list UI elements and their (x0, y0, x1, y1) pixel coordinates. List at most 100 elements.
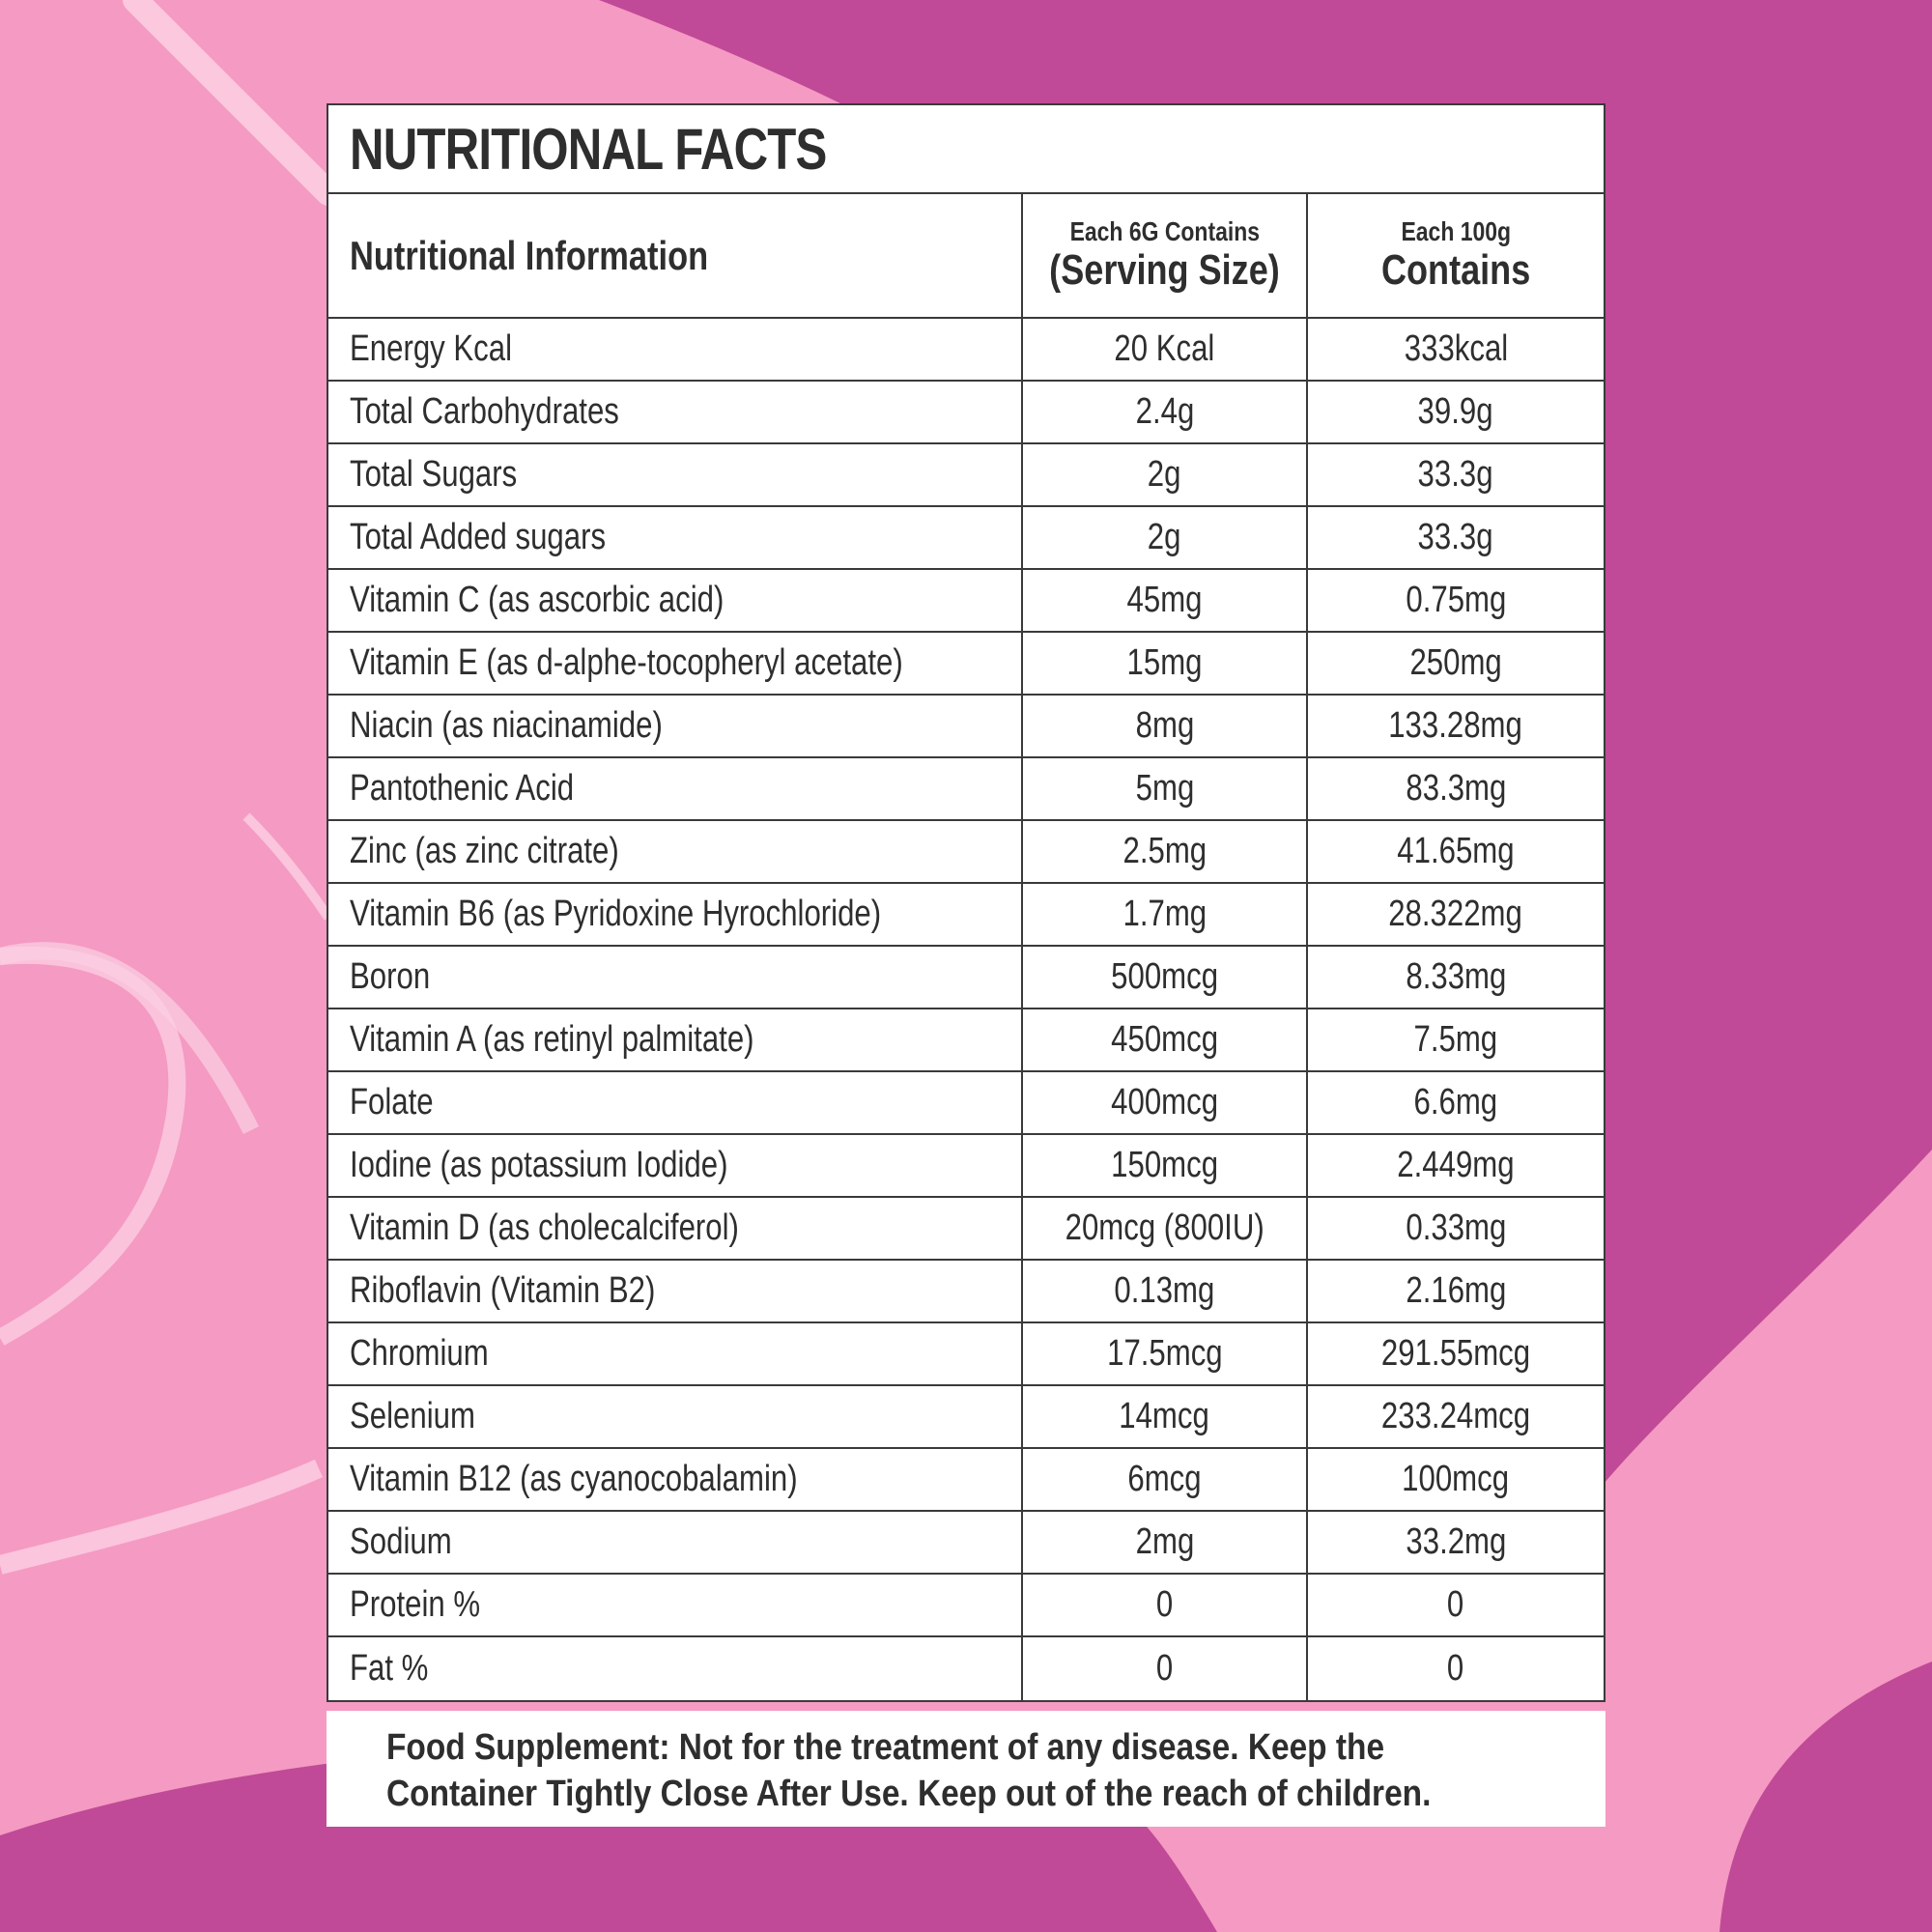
serving-value-text: 500mcg (1111, 956, 1218, 997)
per100g-value-text: 7.5mg (1413, 1019, 1498, 1060)
per100g-value-text: 2.16mg (1406, 1270, 1506, 1311)
per100g-value-text: 100mcg (1402, 1459, 1510, 1499)
nutrient-name: Niacin (as niacinamide) (328, 696, 1023, 758)
per100g-value: 41.65mg (1308, 821, 1604, 884)
nutrient-name-text: Fat % (350, 1648, 429, 1689)
nutrient-name: Folate (328, 1072, 1023, 1135)
nutrient-name-text: Total Added sugars (350, 517, 607, 557)
nutrient-name-text: Niacin (as niacinamide) (350, 705, 663, 746)
per100g-value: 0 (1308, 1575, 1604, 1637)
per100g-value-text: 0.75mg (1406, 580, 1506, 620)
per100g-value-text: 33.3g (1418, 454, 1493, 495)
serving-value: 2g (1023, 507, 1308, 570)
per100g-value-text: 28.322mg (1388, 894, 1523, 934)
nutrient-name: Total Added sugars (328, 507, 1023, 570)
magenta-blob-bottom-right (1719, 1662, 1932, 1932)
serving-value: 8mg (1023, 696, 1308, 758)
nutrient-name: Pantothenic Acid (328, 758, 1023, 821)
nutrient-name: Riboflavin (Vitamin B2) (328, 1261, 1023, 1323)
serving-value-text: 6mcg (1127, 1459, 1202, 1499)
nutrient-name: Energy Kcal (328, 319, 1023, 382)
serving-value: 2.5mg (1023, 821, 1308, 884)
per100g-value: 33.3g (1308, 507, 1604, 570)
serving-value: 2mg (1023, 1512, 1308, 1575)
nutrient-name: Boron (328, 947, 1023, 1009)
per100g-value-text: 8.33mg (1406, 956, 1506, 997)
serving-value-text: 0.13mg (1114, 1270, 1215, 1311)
serving-value: 15mg (1023, 633, 1308, 696)
serving-value-text: 2.5mg (1122, 831, 1207, 871)
serving-value: 14mcg (1023, 1386, 1308, 1449)
header-nutritional-information: Nutritional Information (328, 194, 1023, 319)
nutrient-name: Vitamin B6 (as Pyridoxine Hyrochloride) (328, 884, 1023, 947)
nutrient-name: Vitamin A (as retinyl palmitate) (328, 1009, 1023, 1072)
serving-value-text: 1.7mg (1122, 894, 1207, 934)
nutrient-name-text: Total Sugars (350, 454, 518, 495)
nutrient-name-text: Boron (350, 956, 431, 997)
per100g-value: 233.24mcg (1308, 1386, 1604, 1449)
serving-value: 500mcg (1023, 947, 1308, 1009)
per100g-value-text: 6.6mg (1413, 1082, 1498, 1122)
nutrient-name-text: Vitamin B6 (as Pyridoxine Hyrochloride) (350, 894, 882, 934)
serving-value-text: 8mg (1135, 705, 1194, 746)
serving-value: 450mcg (1023, 1009, 1308, 1072)
disclaimer-line-1: Food Supplement: Not for the treatment o… (386, 1727, 1385, 1768)
nutrient-name: Chromium (328, 1323, 1023, 1386)
per100g-value: 291.55mcg (1308, 1323, 1604, 1386)
per100g-value: 33.3g (1308, 444, 1604, 507)
nutrient-name-text: Vitamin E (as d-alphe-tocopheryl acetate… (350, 642, 903, 683)
nutrient-name: Total Sugars (328, 444, 1023, 507)
nutrient-name-text: Folate (350, 1082, 434, 1122)
per100g-value: 0.75mg (1308, 570, 1604, 633)
per100g-value-text: 133.28mg (1388, 705, 1523, 746)
serving-value-text: 20mcg (800IU) (1065, 1208, 1264, 1248)
nutrient-name-text: Protein % (350, 1584, 481, 1625)
nutrient-name-text: Vitamin C (as ascorbic acid) (350, 580, 724, 620)
swirl-loop (0, 947, 186, 1346)
serving-value-text: 2g (1148, 517, 1181, 557)
per100g-value-text: 233.24mcg (1380, 1396, 1531, 1436)
per100g-value: 33.2mg (1308, 1512, 1604, 1575)
nutrient-name-text: Energy Kcal (350, 328, 513, 369)
header-serving-line1: Each 6G Contains (1069, 215, 1260, 246)
per100g-value-text: 291.55mcg (1380, 1333, 1531, 1374)
per100g-value: 2.449mg (1308, 1135, 1604, 1198)
serving-value: 0 (1023, 1637, 1308, 1700)
nutrient-name: Iodine (as potassium Iodide) (328, 1135, 1023, 1198)
serving-value-text: 2g (1148, 454, 1181, 495)
per100g-value-text: 33.3g (1418, 517, 1493, 557)
supplement-disclaimer: Food Supplement: Not for the treatment o… (327, 1711, 1605, 1827)
nutrient-name: Vitamin C (as ascorbic acid) (328, 570, 1023, 633)
per100g-value: 250mg (1308, 633, 1604, 696)
nutrient-name-text: Pantothenic Acid (350, 768, 575, 809)
per100g-value-text: 41.65mg (1397, 831, 1515, 871)
nutrient-name: Vitamin E (as d-alphe-tocopheryl acetate… (328, 633, 1023, 696)
nutrient-name: Protein % (328, 1575, 1023, 1637)
nutrient-name: Selenium (328, 1386, 1023, 1449)
per100g-value: 2.16mg (1308, 1261, 1604, 1323)
swirl-bottom-left (0, 1459, 324, 1575)
swirl-small (242, 812, 333, 921)
per100g-value: 83.3mg (1308, 758, 1604, 821)
per100g-value: 39.9g (1308, 382, 1604, 444)
per100g-value: 7.5mg (1308, 1009, 1604, 1072)
swirl-top (123, 0, 341, 206)
per100g-value: 133.28mg (1308, 696, 1604, 758)
serving-value: 45mg (1023, 570, 1308, 633)
header-per100-line2: Contains (1380, 245, 1531, 294)
serving-value: 6mcg (1023, 1449, 1308, 1512)
nutrient-name-text: Sodium (350, 1521, 452, 1562)
per100g-value: 8.33mg (1308, 947, 1604, 1009)
header-per-100g: Each 100g Contains (1308, 194, 1604, 319)
serving-value: 2.4g (1023, 382, 1308, 444)
per100g-value-text: 83.3mg (1406, 768, 1506, 809)
nutrient-name-text: Vitamin B12 (as cyanocobalamin) (350, 1459, 798, 1499)
label-title-text: NUTRITIONAL FACTS (350, 116, 827, 182)
per100g-value: 333kcal (1308, 319, 1604, 382)
serving-value: 20mcg (800IU) (1023, 1198, 1308, 1261)
serving-value: 0.13mg (1023, 1261, 1308, 1323)
nutrient-name-text: Zinc (as zinc citrate) (350, 831, 619, 871)
per100g-value-text: 33.2mg (1406, 1521, 1506, 1562)
per100g-value-text: 0.33mg (1406, 1208, 1506, 1248)
nutrient-name: Zinc (as zinc citrate) (328, 821, 1023, 884)
